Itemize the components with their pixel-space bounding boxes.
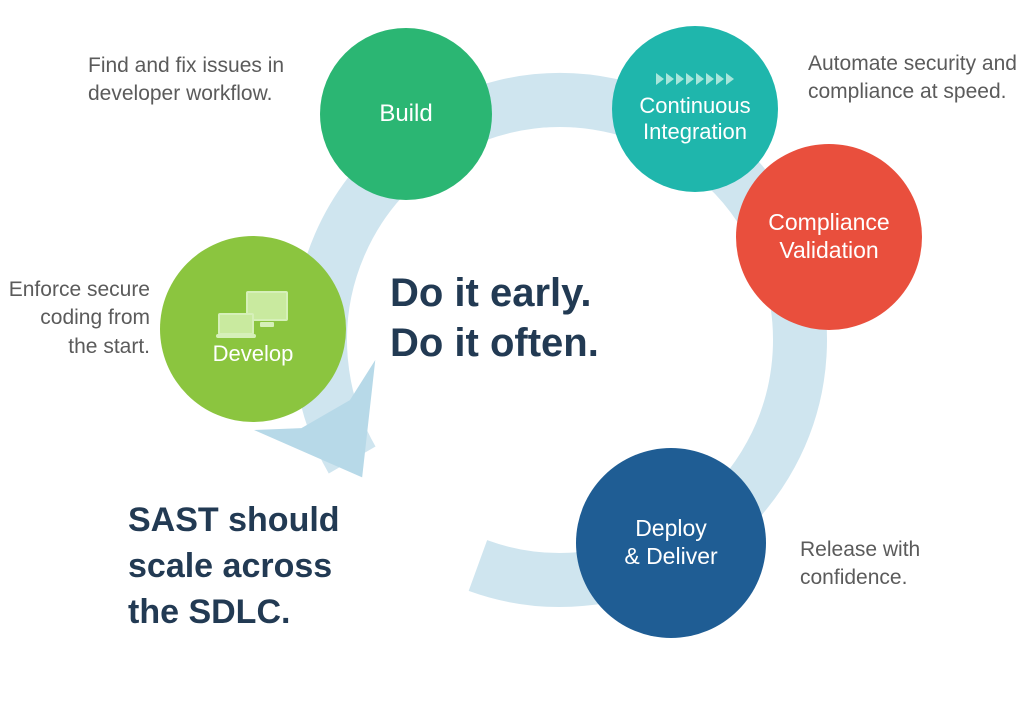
node-deploy-label-1: Deploy bbox=[635, 515, 707, 543]
node-develop: Develop bbox=[160, 236, 346, 422]
caption-develop: Enforce securecoding fromthe start. bbox=[0, 276, 150, 361]
node-deploy: Deploy & Deliver bbox=[576, 448, 766, 638]
heading-bottom-l2: scale across bbox=[128, 544, 340, 590]
node-ci: Continuous Integration bbox=[612, 26, 778, 192]
screens-icon bbox=[218, 291, 288, 335]
node-compliance-label-2: Validation bbox=[779, 237, 878, 265]
node-ci-label-1: Continuous bbox=[639, 93, 750, 119]
heading-bottom-l3: the SDLC. bbox=[128, 590, 340, 636]
heading-bottom-l1: SAST should bbox=[128, 498, 340, 544]
diagram-stage: Develop Build Continuous Integration Com… bbox=[0, 0, 1024, 715]
heading-center-l1: Do it early. bbox=[390, 268, 599, 318]
node-compliance: Compliance Validation bbox=[736, 144, 922, 330]
caption-build: Find and fix issues indeveloper workflow… bbox=[88, 52, 318, 109]
node-compliance-label-1: Compliance bbox=[768, 209, 889, 237]
node-build-label: Build bbox=[379, 100, 432, 129]
caption-ci: Automate security andcompliance at speed… bbox=[808, 50, 1024, 107]
node-build: Build bbox=[320, 28, 492, 200]
heading-center-l2: Do it often. bbox=[390, 318, 599, 368]
node-deploy-label-2: & Deliver bbox=[624, 543, 717, 571]
caption-deploy: Release withconfidence. bbox=[800, 536, 1000, 593]
node-ci-label-2: Integration bbox=[643, 119, 747, 145]
node-develop-label: Develop bbox=[213, 341, 294, 367]
heading-center: Do it early. Do it often. bbox=[390, 268, 599, 368]
heading-bottom: SAST should scale across the SDLC. bbox=[128, 498, 340, 636]
chevrons-icon bbox=[656, 73, 734, 85]
